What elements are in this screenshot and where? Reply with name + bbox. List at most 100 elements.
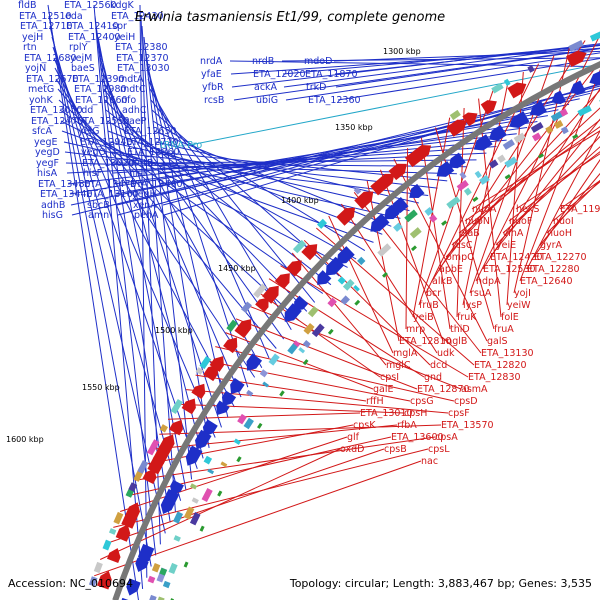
forward-gene-leader [478, 98, 502, 318]
gene-label: fruK [457, 312, 477, 323]
forward-strand-arrow [125, 502, 140, 519]
reverse-gene-leader [285, 52, 600, 101]
feature-band [203, 455, 213, 465]
gene-label: yejH [22, 32, 43, 43]
gene-label: yegO [81, 147, 106, 158]
feature-band [353, 284, 360, 292]
gene-label: nuoN [465, 216, 490, 227]
reverse-gene-leader [335, 48, 600, 88]
feature-band [446, 196, 461, 209]
gene-label: xenA [133, 200, 157, 211]
kbp-tick-label: 1350 kbp [335, 123, 373, 132]
gene-label: adhC [122, 105, 147, 116]
gene-label: nfo [121, 95, 136, 106]
feature-band [527, 65, 535, 73]
forward-gene-leader [106, 448, 385, 544]
gene-label: cpsG [410, 396, 434, 407]
reverse-strand-arrow [448, 152, 466, 169]
forward-strand-arrow [142, 468, 157, 485]
forward-strand-arrow [255, 297, 269, 313]
gene-label: ETA_12860 [127, 147, 180, 158]
gene-label: rcsC [452, 240, 473, 251]
gene-label: ackA [254, 82, 278, 93]
feature-band [568, 40, 584, 52]
reverse-strand-arrow [337, 246, 355, 264]
gene-label: yojI [514, 288, 531, 299]
reverse-strand-arrow [230, 377, 245, 394]
reverse-gene-leader [106, 120, 357, 260]
gc-tick-mark [472, 196, 479, 202]
gc-tick-mark [504, 174, 511, 180]
feature-band [102, 539, 112, 551]
feature-band [173, 535, 181, 542]
forward-strand-arrow [413, 145, 432, 161]
gene-label: alkB [432, 276, 452, 287]
feature-band [337, 276, 346, 285]
gene-label: yejM [70, 53, 92, 64]
genome-backbone-circle [112, 61, 600, 600]
forward-strand-arrow [97, 570, 112, 590]
gene-label: ETA_12420 [490, 252, 543, 263]
forward-strand-arrow [262, 285, 279, 304]
feature-band [147, 575, 156, 584]
forward-gene-leader [438, 61, 600, 270]
feature-band [159, 424, 168, 433]
reverse-strand-arrow [529, 101, 547, 116]
feature-band [241, 301, 252, 313]
feature-band [545, 125, 554, 134]
reverse-gene-leader [105, 109, 332, 286]
gene-label: ETA_12830 [468, 372, 521, 383]
gene-label: mdtC [120, 84, 146, 95]
gene-label: ETA_12410 [66, 21, 119, 32]
feature-band [377, 243, 392, 257]
gene-label: hexS [516, 204, 539, 215]
feature-band [559, 108, 569, 117]
kbp-tick-label: 1600 kbp [6, 435, 44, 444]
gene-label: sfcA [32, 126, 53, 137]
gene-label: ETA_12650 [124, 126, 177, 137]
forward-gene-leader [539, 172, 600, 246]
gene-label: ETA_12820 [474, 360, 527, 371]
gene-label: mglB [443, 336, 467, 347]
gene-label: rfbA [397, 420, 417, 431]
reverse-gene-leader [93, 4, 144, 589]
feature-band [233, 438, 241, 445]
gene-label: cpsL [428, 444, 450, 455]
reverse-gene-leader [53, 57, 216, 438]
feature-band [199, 355, 212, 370]
reverse-strand-arrow [126, 578, 141, 596]
gene-label: tRNA-Pro [160, 140, 202, 151]
feature-band [340, 295, 350, 306]
gene-label: rffH [366, 396, 384, 407]
gene-label: ETA_11990 [560, 204, 600, 215]
gene-label: ETA_12980 [74, 84, 127, 95]
feature-tracks [88, 31, 600, 600]
gene-label: metG [28, 84, 54, 95]
gene-label: yegD [35, 147, 60, 158]
gene-label: hisF [83, 168, 102, 179]
forward-gene-leader [176, 403, 405, 414]
gene-label: adhB [41, 200, 65, 211]
gene-label: ETA_13030 [117, 63, 170, 74]
reverse-gene-leader [283, 44, 600, 88]
gene-label: kdgK [110, 0, 135, 11]
gc-tick-mark [537, 153, 545, 159]
gene-label: yeiH [114, 32, 135, 43]
feature-band [168, 562, 178, 575]
forward-gene-leader [393, 158, 488, 342]
feature-band [149, 594, 157, 600]
gene-label: cdd [76, 105, 93, 116]
forward-gene-leader [482, 87, 600, 270]
forward-gene-leader [405, 148, 409, 330]
gene-label: thiD [450, 324, 470, 335]
forward-strand-arrow [446, 119, 467, 137]
reverse-gene-leader [337, 58, 600, 101]
gene-label: ETA_12670 [26, 74, 79, 85]
gene-label: ubiG [256, 95, 278, 106]
kbp-tick-label: 1400 kbp [281, 196, 319, 205]
gc-tick-mark [327, 328, 334, 335]
reverse-strand-arrow [488, 124, 507, 141]
